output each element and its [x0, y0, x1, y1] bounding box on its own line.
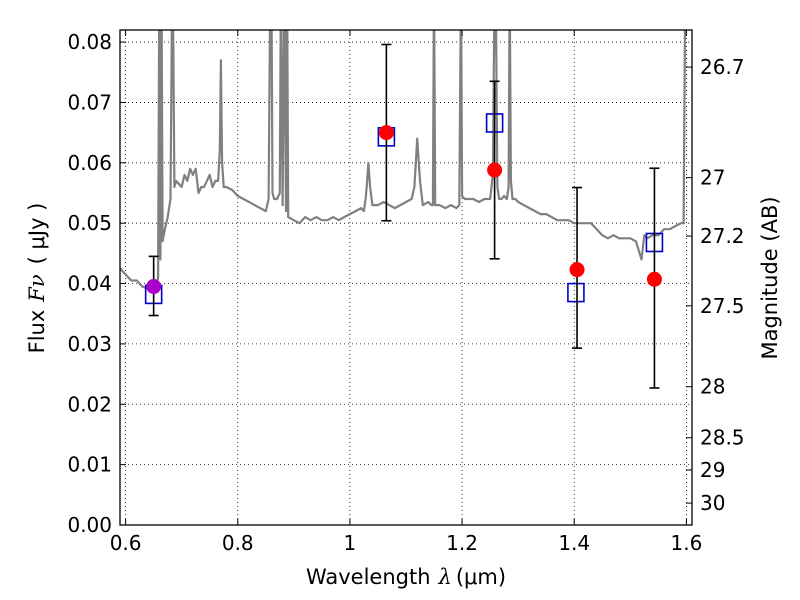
y-axis-label: FluxFν( μJy )	[25, 203, 49, 354]
y2-tick-label: 29	[700, 458, 725, 482]
observed-flux-point	[646, 271, 662, 287]
y2-tick-label: 26.7	[700, 55, 745, 79]
x-tick-label: 0.6	[110, 531, 142, 555]
y2-tick-label: 27.5	[700, 294, 745, 318]
x-tick-label: 1	[344, 531, 357, 555]
observed-flux-point	[378, 125, 394, 141]
spectrum-line	[120, 30, 687, 292]
x-tick-label: 1.2	[446, 531, 478, 555]
y2-axis-label: Magnitude (AB)	[758, 196, 782, 359]
x-axis-label: Wavelength λ (μm)	[306, 565, 506, 589]
x-tick-label: 1.6	[670, 531, 702, 555]
plot-frame	[119, 29, 693, 526]
y-tick-label: 0.05	[67, 211, 112, 235]
y-tick-label: 0.04	[67, 272, 112, 296]
y2-tick-label: 27.2	[700, 224, 745, 248]
y2-tick-label: 28	[700, 375, 725, 399]
grid	[120, 30, 692, 526]
y-tick-label: 0.03	[67, 332, 112, 356]
y2-tick-label: 27	[700, 166, 725, 190]
axis-ticks: 0.6 0.8 1 1.2 1.4 1.6 0.00 0.01 0.02 0.03 0.04 0.05…	[67, 30, 745, 555]
y-tick-label: 0.07	[67, 90, 112, 114]
y-tick-label: 0.01	[67, 453, 112, 477]
observed-flux-point	[487, 162, 503, 178]
y-tick-label: 0.00	[67, 513, 112, 537]
model-photometry-square	[567, 282, 585, 303]
observed-flux-point	[569, 262, 585, 278]
y2-tick-label: 28.5	[700, 426, 745, 450]
y-tick-label: 0.08	[67, 30, 112, 54]
y-tick-label: 0.02	[67, 392, 112, 416]
x-tick-label: 0.8	[222, 531, 254, 555]
y-tick-label: 0.06	[67, 151, 112, 175]
plot-area	[120, 30, 687, 389]
observed-flux-point	[146, 279, 162, 295]
x-tick-label: 1.4	[558, 531, 590, 555]
y2-tick-label: 30	[700, 491, 725, 515]
